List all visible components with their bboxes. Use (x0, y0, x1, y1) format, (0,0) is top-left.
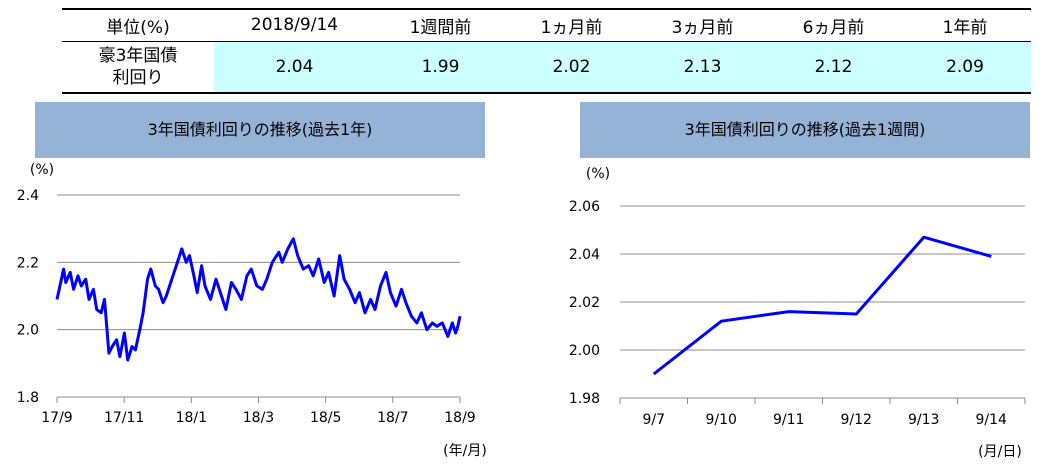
x-tick-label: 18/7 (377, 410, 408, 426)
value-one-month-ago: 2.02 (506, 41, 637, 94)
one-year-ago-header: 1年前 (899, 8, 1031, 42)
yield-series-line (55, 237, 462, 362)
x-tick-label: 9/14 (976, 412, 1008, 428)
y-tick-label: 1.98 (569, 391, 600, 407)
y-axis-unit-label: (%) (30, 162, 54, 178)
x-tick-label: 18/5 (310, 410, 341, 426)
value-current: 2.04 (214, 41, 375, 94)
x-axis-unit-label: (年/月) (443, 443, 487, 459)
yield-series-line (652, 235, 992, 376)
yield-summary-table: 単位(%) 2018/9/14 1週間前 1ヵ月前 3ヵ月前 6ヵ月前 1年前 … (62, 8, 1031, 94)
y-tick-label: 2.00 (569, 343, 600, 359)
x-tick-label: 17/9 (41, 410, 72, 426)
y-tick-label: 2.4 (17, 188, 39, 204)
x-tick-label: 9/10 (706, 412, 737, 428)
left-line-chart: 1.8 2.0 2.2 2.4 17/9 17/11 18/1 18/3 18/5 18/7 18/… (17, 162, 487, 459)
table-row: 豪3年国債 利回り 2.04 1.99 2.02 2.13 2.12 2.09 (62, 41, 1031, 94)
x-tick-label: 9/7 (642, 412, 665, 428)
three-months-ago-header: 3ヵ月前 (637, 8, 768, 42)
value-one-week-ago: 1.99 (375, 41, 506, 94)
right-chart-title: 3年国債利回りの推移(過去1週間) (580, 102, 1030, 158)
x-tick-label: 17/11 (104, 410, 144, 426)
y-tick-label: 2.2 (17, 255, 39, 271)
x-axis-unit-label: (月/日) (978, 444, 1022, 460)
date-header: 2018/9/14 (214, 8, 375, 42)
left-chart-title: 3年国債利回りの推移(過去1年) (35, 102, 485, 158)
x-tick-label: 9/13 (908, 412, 939, 428)
y-tick-label: 2.02 (569, 295, 600, 311)
value-one-year-ago: 2.09 (899, 41, 1031, 94)
unit-header: 単位(%) (62, 8, 214, 42)
six-months-ago-header: 6ヵ月前 (768, 8, 899, 42)
x-tick-label: 9/11 (773, 412, 804, 428)
row-label: 豪3年国債 利回り (62, 41, 214, 94)
x-tick-label: 18/9 (444, 410, 475, 426)
value-six-months-ago: 2.12 (768, 41, 899, 94)
one-week-ago-header: 1週間前 (375, 8, 506, 42)
y-axis-unit-label: (%) (586, 166, 610, 182)
table-header-row: 単位(%) 2018/9/14 1週間前 1ヵ月前 3ヵ月前 6ヵ月前 1年前 (62, 8, 1031, 42)
row-label-line-1: 豪3年国債 (98, 45, 178, 66)
y-tick-label: 1.8 (17, 390, 39, 406)
y-tick-label: 2.06 (569, 199, 600, 215)
x-tick-label: 18/1 (176, 410, 207, 426)
x-tick-label: 18/3 (243, 410, 274, 426)
y-tick-label: 2.04 (569, 247, 600, 263)
one-month-ago-header: 1ヵ月前 (506, 8, 637, 42)
value-three-months-ago: 2.13 (637, 41, 768, 94)
y-tick-label: 2.0 (17, 323, 39, 339)
row-label-line-2: 利回り (112, 67, 164, 88)
x-tick-label: 9/12 (841, 412, 872, 428)
